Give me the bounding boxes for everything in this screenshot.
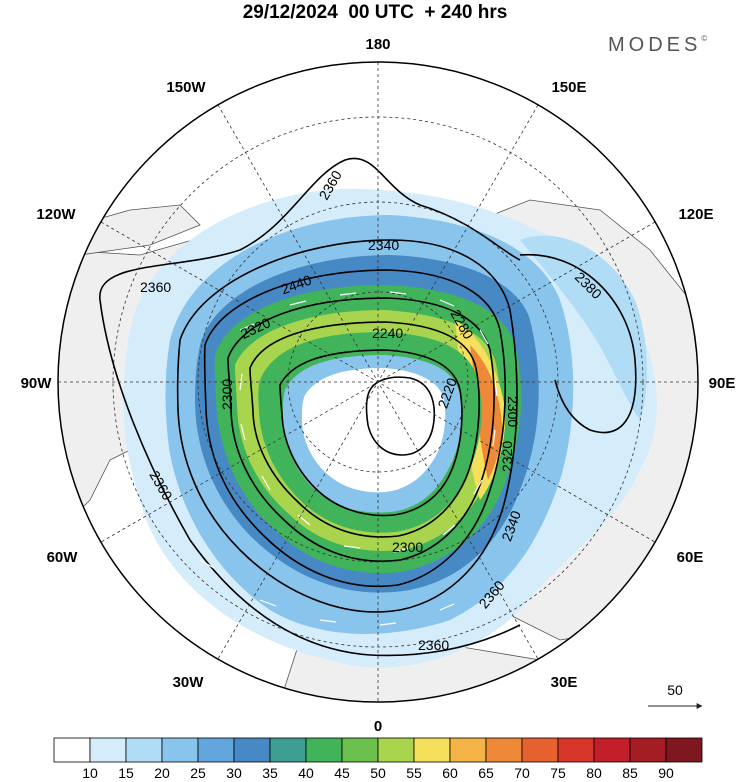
lon-label-30w: 30W	[173, 674, 205, 691]
colorbar-tick-label: 45	[334, 765, 350, 781]
shade-pacific-20	[520, 235, 647, 420]
contour-2380	[519, 253, 637, 434]
contour-label: 2300	[392, 539, 423, 555]
contour-label: 2340	[368, 237, 399, 253]
contour-2360-outer	[99, 157, 521, 301]
colorbar-tick-label: 50	[370, 765, 386, 781]
lon-label-30e: 30E	[551, 674, 578, 691]
colorbar-swatch	[521, 737, 559, 763]
contour-label: 2360	[418, 637, 449, 653]
reference-vector-label: 50	[667, 682, 683, 698]
wind-vector	[379, 622, 397, 626]
colorbar-swatch	[125, 737, 163, 763]
contour-label: 2320	[499, 441, 515, 472]
wind-vector	[492, 429, 496, 447]
reference-vector: 50	[648, 682, 703, 709]
contour-2280	[249, 321, 480, 538]
contour-label: 2240	[372, 325, 403, 341]
contour-2340	[176, 239, 518, 613]
colorbar-swatch	[629, 737, 667, 763]
contour-label: 2360	[140, 279, 171, 295]
colorbar-swatch	[341, 737, 379, 763]
colorbar-tick-label: 85	[622, 765, 638, 781]
lon-label-90w: 90W	[21, 375, 53, 392]
graticule	[58, 62, 698, 702]
colorbar-swatch	[53, 737, 91, 763]
colorbar-swatch	[269, 737, 307, 763]
colorbar-tick-label: 40	[298, 765, 314, 781]
wind-vector	[389, 291, 407, 295]
wind-vector	[393, 547, 411, 553]
contour-2360-lower	[99, 299, 521, 657]
colorbar-swatch	[413, 737, 451, 763]
colorbar-tick-label: 90	[658, 765, 674, 781]
colorbar-swatch	[233, 737, 271, 763]
colorbar-tick-label: 15	[118, 765, 134, 781]
longitude-labels: 180 0 90W 90E 150W 120W 150E 120E 60W 30…	[21, 36, 736, 735]
colorbar-tick-label: 55	[406, 765, 422, 781]
wind-vector	[479, 329, 489, 345]
wind-vector	[240, 423, 246, 441]
wind-vector	[339, 292, 357, 296]
colorbar-tick-label: 35	[262, 765, 278, 781]
colorbar-tick-label: 70	[514, 765, 530, 781]
wind-vector	[439, 299, 455, 307]
shade-inner-10	[302, 368, 446, 493]
contour-2220	[365, 376, 436, 456]
colorbar-swatch	[485, 737, 523, 763]
colorbar-swatch	[305, 737, 343, 763]
wind-vector	[239, 323, 255, 331]
wind-vector	[343, 545, 361, 549]
contour-2300	[227, 297, 495, 562]
colorbar-swatch	[593, 737, 631, 763]
lon-label-0: 0	[374, 718, 382, 735]
colorbar-swatch	[89, 737, 127, 763]
colorbar-tick-label: 20	[154, 765, 170, 781]
map-border	[57, 61, 699, 703]
lon-label-120w: 120W	[36, 206, 76, 223]
contour-2240	[279, 349, 463, 517]
lon-label-60e: 60E	[677, 549, 704, 566]
geopotential-contours	[99, 157, 637, 657]
map-content	[58, 62, 698, 702]
wind-vector	[473, 479, 483, 495]
wind-vector	[261, 475, 271, 491]
lon-label-150w: 150W	[166, 79, 206, 96]
wind-vector	[494, 379, 498, 397]
copyright-mark: ©	[701, 34, 708, 43]
colorbar-tick-label: 10	[82, 765, 98, 781]
wind-vector	[319, 619, 337, 623]
wind-vector	[442, 524, 456, 536]
wind-vector	[439, 603, 455, 611]
wind-vector	[289, 300, 307, 306]
contour-2320	[203, 269, 506, 588]
colorbar-swatch	[197, 737, 235, 763]
colorbar-swatch	[377, 737, 415, 763]
colorbar: 10 15 20 25 30 35 40 45 50 55 60 65 70 75 80 85 90	[53, 737, 703, 781]
lon-label-150e: 150E	[551, 79, 586, 96]
colorbar-tick-label: 25	[190, 765, 206, 781]
colorbar-swatch	[449, 737, 487, 763]
colorbar-tick-label: 80	[586, 765, 602, 781]
colorbar-swatch	[161, 737, 199, 763]
contour-label: 2300	[219, 379, 235, 410]
colorbar-tick-label: 75	[550, 765, 566, 781]
brand-logo: MODES©	[608, 34, 707, 57]
lon-label-120e: 120E	[678, 206, 713, 223]
wind-vector	[259, 599, 277, 607]
colorbar-swatch	[665, 737, 703, 763]
lon-label-90e: 90E	[709, 375, 736, 392]
colorbar-swatch	[557, 737, 595, 763]
map-title: 29/12/2024 00 UTC + 240 hrs	[242, 2, 508, 23]
colorbar-tick-label: 60	[442, 765, 458, 781]
lon-label-180: 180	[365, 36, 390, 53]
brand-name: MODES	[608, 34, 702, 56]
lon-label-60w: 60W	[47, 549, 79, 566]
contour-label: 2300	[505, 396, 521, 427]
meridian	[100, 221, 656, 543]
colorbar-tick-label: 30	[226, 765, 242, 781]
colorbar-tick-label: 65	[478, 765, 494, 781]
wind-vector	[199, 559, 215, 569]
